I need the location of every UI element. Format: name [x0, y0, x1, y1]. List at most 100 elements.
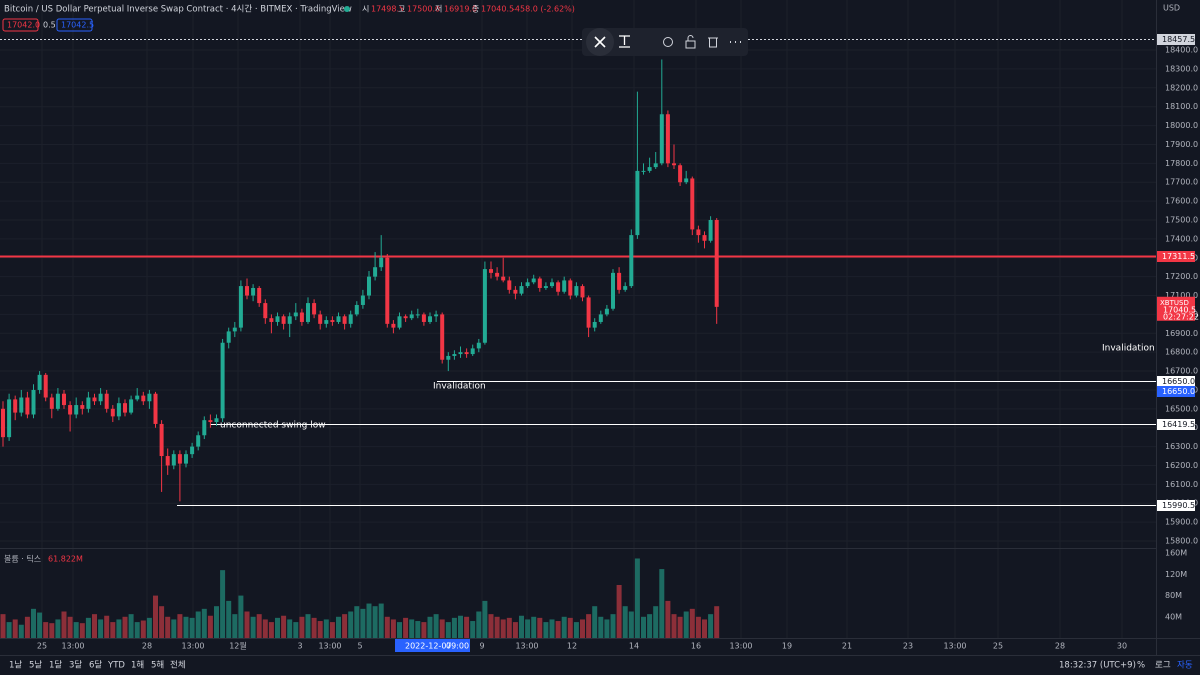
ohlc-value: 16919.0 [444, 5, 477, 14]
volume-bar [604, 619, 610, 638]
ohlc-key: 종 [472, 5, 479, 14]
crosshair-tag [1157, 386, 1195, 398]
crosshair-tag-label: 16650.0 [1162, 387, 1195, 396]
candle-body [25, 397, 30, 415]
delete-icon[interactable] [708, 37, 718, 48]
volume-bar [543, 622, 549, 638]
volume-bar [323, 619, 329, 638]
volume-bar [37, 612, 43, 638]
volume-bar [134, 622, 140, 638]
candle-body [37, 374, 42, 390]
volume-bar [561, 616, 567, 638]
x-tick-label: 25 [37, 642, 47, 651]
time-cursor-date: 2022-12-07 [405, 642, 452, 651]
volume-bar [12, 619, 18, 638]
range-button[interactable]: 전체 [170, 660, 186, 671]
candle-body [415, 314, 420, 316]
x-tick-label: 12월 [229, 641, 247, 651]
x-tick-label: 30 [1117, 642, 1127, 651]
last-price-label: 17040.5 [1163, 305, 1196, 314]
percent-toggle[interactable]: % [1137, 661, 1145, 671]
range-button[interactable]: 1달 [49, 660, 62, 671]
range-button[interactable]: 1해 [131, 661, 144, 671]
candle-body [476, 342, 481, 349]
volume-bar [384, 616, 390, 638]
y-tick-label: 16500.0 [1165, 404, 1198, 413]
candle-body [171, 454, 176, 466]
candle-body [92, 397, 97, 402]
candle-body [489, 269, 493, 273]
volume-bar [220, 570, 226, 638]
volume-bar [122, 616, 128, 638]
candle-body [592, 321, 597, 328]
bid-box [2, 18, 39, 32]
candle-body [110, 408, 115, 417]
candle-body [519, 286, 524, 294]
ohlc-key: 시 [362, 5, 369, 14]
candle-body [568, 280, 573, 296]
range-button[interactable]: 1날 [9, 660, 22, 671]
volume-bar [622, 606, 628, 638]
volume-bar [18, 624, 24, 638]
volume-bar [512, 622, 518, 638]
candle-body [165, 456, 170, 466]
range-button[interactable]: 3달 [69, 660, 82, 671]
x-tick-label: 13:00 [61, 642, 84, 651]
candle-body [367, 276, 371, 296]
y-tick-label: 17600.0 [1165, 197, 1198, 206]
candle-body [556, 282, 561, 292]
auto-toggle[interactable]: 자동 [1177, 661, 1193, 671]
volume-bar [195, 611, 201, 638]
ohlc-value: 17040.5 [481, 5, 514, 14]
candle-body [586, 297, 591, 328]
candle-body [550, 282, 554, 287]
candle-body [312, 303, 317, 315]
volume-bar [665, 600, 671, 638]
candle-body [391, 323, 396, 328]
x-tick-label: 13:00 [729, 642, 752, 651]
volume-bar [683, 611, 689, 638]
volume-bar [366, 603, 372, 638]
candle-body [635, 170, 640, 236]
volume-bar [24, 616, 30, 638]
range-button[interactable]: 5날 [29, 660, 42, 671]
candle-body [385, 257, 390, 324]
volume-tick-label: 80M [1165, 591, 1182, 600]
candle-body [123, 403, 127, 413]
volume-title: 볼륨 · 틱스 [4, 554, 41, 564]
volume-bar [104, 615, 110, 638]
volume-bar [464, 616, 470, 638]
drawing-toolbar [582, 28, 748, 56]
y-tick-label: 18100.0 [1165, 102, 1198, 111]
volume-tick-label: 40M [1165, 612, 1182, 621]
settings-icon[interactable] [663, 37, 673, 47]
candle-body [458, 352, 463, 355]
log-toggle[interactable]: 로그 [1155, 661, 1171, 671]
text-tool[interactable] [619, 35, 630, 48]
candle-body [104, 393, 109, 409]
candle-body [269, 318, 274, 322]
volume-bar [354, 606, 360, 638]
candle-body [672, 163, 676, 166]
x-tick-label: 13:00 [181, 642, 204, 651]
candle-body [55, 393, 60, 409]
volume-bar [146, 617, 152, 638]
candle-body [129, 399, 134, 413]
x-tick-label: 5 [357, 642, 362, 651]
volume-bar [226, 600, 232, 638]
range-button[interactable]: 6달 [89, 660, 102, 671]
candle-body [293, 312, 298, 317]
range-button[interactable]: YTD [107, 661, 125, 671]
candle-body [232, 327, 237, 332]
range-button[interactable]: 5해 [151, 661, 164, 671]
volume-bar [348, 611, 354, 638]
ohlc-key: 저 [435, 5, 442, 14]
lock-icon[interactable] [685, 40, 696, 49]
volume-bar [671, 614, 677, 638]
volume-bar [616, 584, 622, 638]
volume-tick-label: 160M [1165, 549, 1187, 558]
volume-bar [342, 614, 348, 638]
candle-body [13, 399, 18, 413]
candle-body [177, 454, 182, 464]
